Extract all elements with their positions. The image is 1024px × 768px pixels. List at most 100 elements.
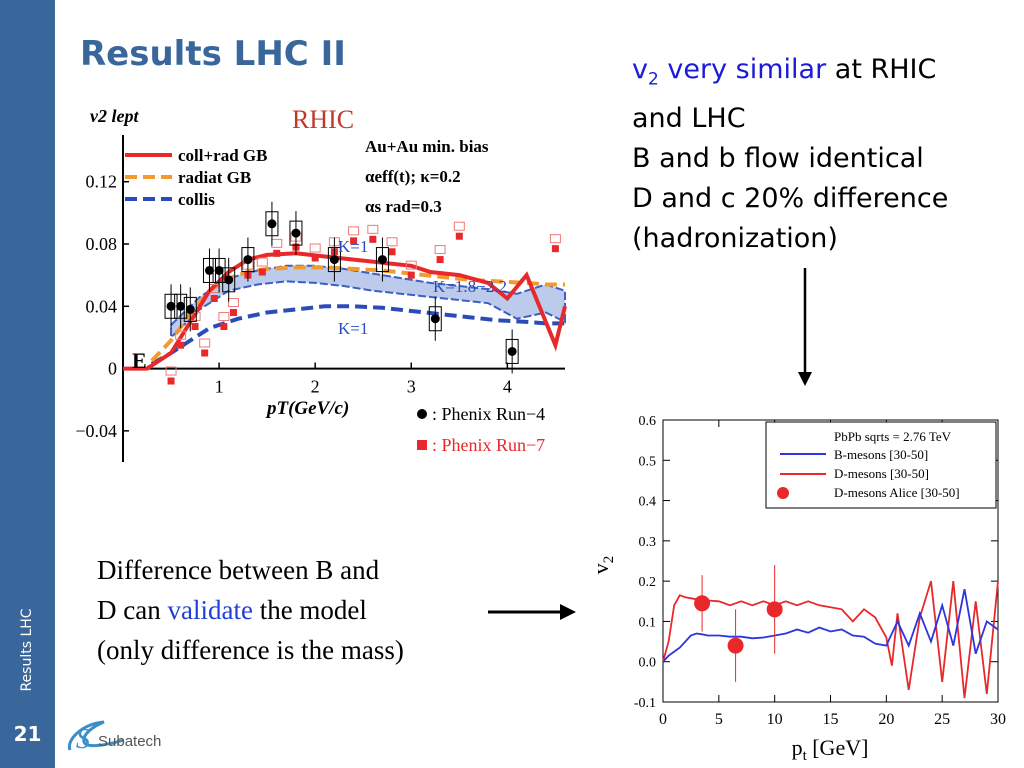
rhic-run7-syst (228, 298, 239, 308)
lhc-y-tick-label: 0.6 (639, 414, 657, 429)
rhic-run7-syst (434, 245, 446, 255)
rhic-chart: 0 0.04 0.08 0.12 −0.04 1 2 3 4 v2 lept RHIC coll+ra… (75, 105, 567, 462)
lhc-x-tick-label: 25 (934, 711, 950, 728)
lhc-y-tick-label: 0.5 (639, 454, 657, 469)
rhic-run7-point (436, 256, 444, 264)
rhic-panel-letter: E (132, 348, 147, 373)
logo-mark: S (76, 724, 90, 755)
rhic-run4-point (329, 255, 339, 265)
lhc-y-axis-label: v2 (590, 556, 617, 575)
rhic-run7-point (210, 295, 218, 302)
lhc-y-tick-label: 0.1 (639, 615, 657, 630)
rhic-annotation: K=1.8−2.2 (433, 277, 507, 296)
lhc-legend-box (765, 421, 997, 509)
validate-text: validate (167, 595, 253, 625)
rhic-run7-point (258, 268, 266, 276)
rhic-run7-point (230, 309, 237, 317)
rhic-run4-syst (265, 211, 279, 237)
page-title: Results LHC II (80, 34, 346, 74)
rhic-run7-syst (309, 243, 321, 253)
rhic-run4-syst (375, 247, 389, 273)
rhic-run7-syst (348, 226, 360, 236)
rhic-legend-param: Au+Au min. bias (365, 137, 489, 156)
very-similar-text: very similar (667, 54, 827, 85)
rhic-run7-syst (218, 312, 230, 322)
lhc-series-b-mesons (662, 589, 999, 663)
rhic-x-tick-label: 2 (311, 377, 320, 397)
rhic-run7-syst (405, 260, 417, 270)
rhic-legend-run4-label: : Phenix Run−4 (432, 404, 545, 424)
notes-line-4: D and c 20% difference (632, 183, 949, 215)
rhic-run7-point (407, 271, 415, 279)
lhc-chart: -0.1 0.0 0.1 0.2 0.3 0.4 0.5 0.6 0 5 10 15 20 25 30 PbP… (590, 414, 1006, 764)
rhic-series-collis (150, 304, 565, 366)
rhic-panel-tag: RHIC (292, 105, 354, 134)
rhic-run4-point (204, 265, 214, 275)
rhic-y-axis-label: v2 lept (90, 106, 139, 126)
rhic-run4-syst (183, 296, 197, 322)
rhic-legend-label: coll+rad GB (178, 146, 268, 165)
rhic-series-radiat (150, 265, 565, 363)
rhic-run4-syst (428, 306, 442, 332)
rhic-legend-param: αeff(t); κ=0.2 (365, 167, 461, 186)
caption-line-1: Difference between B and (97, 555, 380, 585)
rhic-legend-run7-marker (417, 440, 427, 450)
lhc-series-d-mesons (662, 580, 999, 699)
lhc-x-axis-label: pt [GeV] (792, 735, 869, 764)
lhc-alice-point (694, 595, 711, 612)
rhic-annotation: K=1 (338, 237, 368, 256)
rhic-y-tick-label: 0 (108, 359, 117, 379)
lhc-y-tick-label: 0.2 (639, 575, 657, 590)
lhc-x-tick-label: 5 (715, 711, 723, 728)
rhic-run7-syst (199, 338, 211, 348)
lhc-alice-point (727, 637, 744, 654)
rhic-x-axis-label: pT(GeV/c) (265, 398, 349, 419)
rhic-legend-run4-marker (417, 409, 427, 419)
rhic-x-tick-label: 1 (215, 377, 224, 397)
rhic-run4-point (377, 255, 387, 265)
notes-line-5: (hadronization) (632, 223, 838, 255)
rhic-run7-point (350, 237, 358, 245)
rhic-annotation: K=1 (338, 319, 368, 338)
rhic-run7-point (311, 254, 319, 262)
rhic-y-tick-label: −0.04 (75, 421, 117, 441)
rhic-run7-syst (256, 257, 268, 267)
rhic-run4-syst (241, 247, 255, 273)
lhc-y-tick-label: 0.3 (639, 535, 657, 550)
rhic-run7-point (273, 249, 281, 257)
lhc-y-tick-label: 0.4 (639, 495, 657, 510)
rhic-run7-point (191, 323, 199, 331)
caption: Difference between B and D can validate … (97, 550, 404, 670)
lhc-y-tick-label: 0.0 (639, 656, 657, 671)
at-rhic-text: at RHIC (834, 54, 937, 85)
notes-line-1: v2 very similar at RHIC (632, 50, 948, 99)
rhic-legend-param: αs rad=0.3 (365, 197, 442, 216)
lhc-legend-swatch-alice (777, 487, 789, 499)
rhic-run7-point (551, 245, 559, 253)
rhic-run7-syst (386, 237, 398, 247)
rhic-legend-label: collis (178, 190, 215, 209)
rhic-run7-syst (453, 221, 465, 231)
notes-line-2: and LHC (632, 103, 746, 135)
rhic-band-k18-22 (170, 264, 566, 340)
logo-swoosh (67, 720, 125, 751)
logo-text: Subatech (98, 733, 161, 750)
lhc-x-tick-label: 0 (659, 711, 667, 728)
rhic-run4-point (507, 346, 517, 356)
rhic-x-tick-label: 4 (503, 377, 512, 397)
rhic-run4-syst (222, 267, 236, 293)
sidebar-section-label: Results LHC (19, 608, 35, 692)
arrow-right-icon (488, 604, 576, 620)
rhic-run7-point (388, 248, 396, 256)
subatech-logo: S Subatech (67, 720, 161, 755)
rhic-run4-point (214, 265, 224, 275)
rhic-run4-point (430, 314, 440, 324)
lhc-y-tick-label: -0.1 (634, 696, 656, 711)
notes: v2 very similar at RHIC and LHC B and b … (632, 50, 948, 259)
rhic-run7-syst (165, 366, 177, 376)
rhic-y-tick-label: 0.04 (86, 296, 118, 316)
rhic-run7-syst (271, 238, 283, 248)
rhic-y-tick-label: 0.08 (86, 234, 118, 254)
rhic-run4-syst (289, 220, 303, 246)
lhc-legend-label-d: D-mesons [30-50] (834, 466, 929, 481)
